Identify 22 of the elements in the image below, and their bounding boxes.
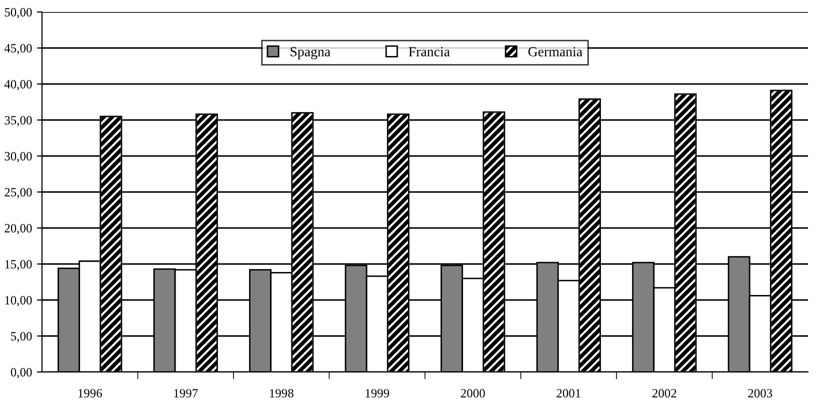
- y-tick-label: 25,00: [4, 188, 32, 198]
- x-tick-label: 2001: [556, 389, 580, 398]
- legend-label: Francia: [408, 47, 450, 56]
- y-tick-label: 30,00: [4, 152, 32, 162]
- y-tick-label: 50,00: [4, 8, 32, 18]
- y-tick-label: 20,00: [4, 224, 32, 234]
- x-tick-label: 2003: [748, 389, 772, 398]
- x-tick-label: 2002: [652, 389, 676, 398]
- y-tick-label: 45,00: [4, 44, 32, 54]
- x-tick-label: 1996: [78, 389, 102, 398]
- y-tick-label: 15,00: [5, 260, 32, 270]
- y-tick-label: 40,00: [4, 80, 32, 90]
- x-tick-label: 2000: [460, 389, 485, 398]
- x-tick-label: 1998: [270, 389, 294, 398]
- legend-label: Spagna: [290, 47, 330, 60]
- x-tick-label: 1997: [174, 389, 198, 398]
- legend-label: Germania: [528, 47, 582, 56]
- y-tick-label: 10,00: [5, 296, 32, 306]
- y-tick-label: 0,00: [10, 368, 32, 378]
- x-tick-label: 1999: [366, 389, 390, 398]
- y-tick-label: 5,00: [11, 332, 32, 342]
- y-tick-label: 35,00: [4, 116, 32, 126]
